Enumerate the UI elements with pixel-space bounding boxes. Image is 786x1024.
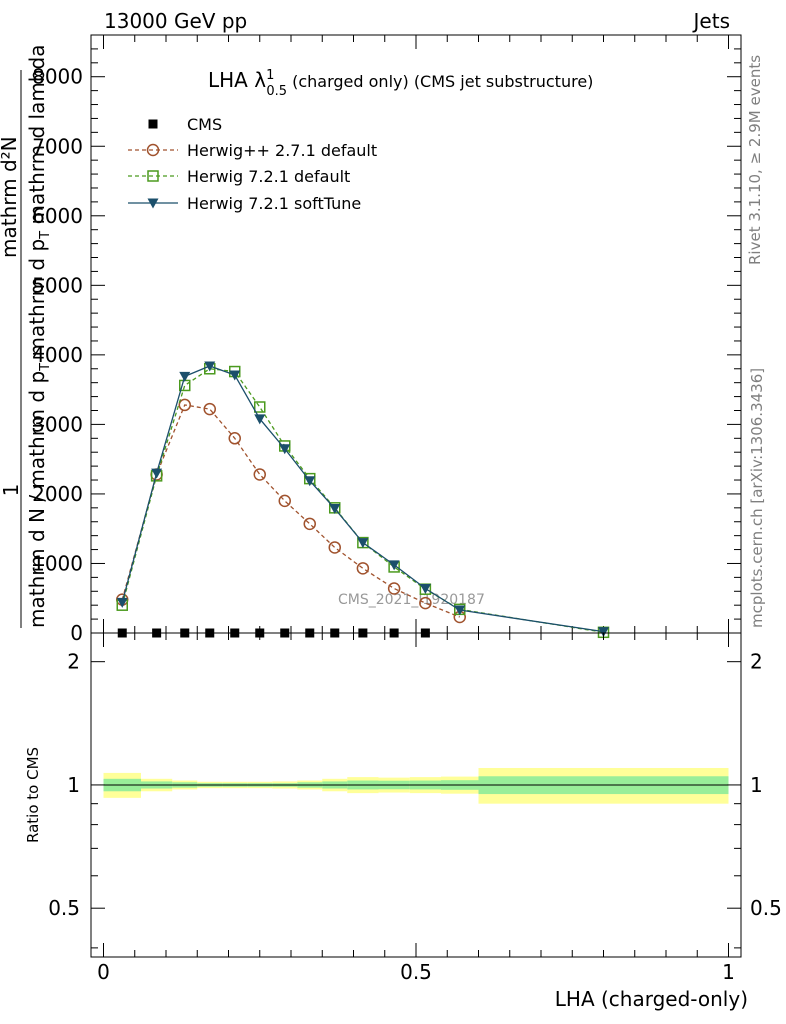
y-label-part: mathrm d N / mathrm d p xyxy=(25,371,49,628)
main-ytick-label: 1000 xyxy=(32,551,83,575)
main-ytick-label: 7000 xyxy=(32,134,83,158)
side-note-mcplots: mcplots.cern.ch [arXiv:1306.3436] xyxy=(748,368,766,628)
data-point xyxy=(229,370,241,381)
main-ytick-label: 0 xyxy=(70,621,83,645)
y-label-part: mathrm d p xyxy=(25,239,49,363)
data-point xyxy=(253,468,266,481)
x-axis-label: LHA (charged-only) xyxy=(555,987,748,1011)
y-label-part: mathrm d lambda xyxy=(25,45,49,231)
y-label-part: T xyxy=(38,231,53,240)
data-point xyxy=(329,504,341,515)
data-point xyxy=(598,627,609,638)
title-suffix: (charged only) (CMS jet substructure) xyxy=(287,72,593,91)
legend-label: Herwig++ 2.7.1 default xyxy=(187,141,377,160)
data-point xyxy=(151,468,163,479)
data-point xyxy=(356,562,370,575)
ratio-ytick-label-right: 2 xyxy=(750,650,763,674)
main-ytick-label: 8000 xyxy=(32,65,83,89)
chart-title: LHA λ1 0.5 (charged only) (CMS jet substr… xyxy=(208,68,593,99)
y-label-part: LHA λ xyxy=(208,68,266,92)
series-line xyxy=(121,404,460,618)
ratio-xtick-label: 0 xyxy=(97,960,110,984)
y-label-denominator: mathrm d N / mathrm d pT mathrm d pT mat… xyxy=(25,45,53,628)
data-point xyxy=(278,494,291,508)
side-note-rivet: Rivet 3.1.10, ≥ 2.9M events xyxy=(746,55,764,265)
data-point xyxy=(178,398,191,412)
data-point xyxy=(388,560,400,571)
series-triangle xyxy=(116,361,609,638)
y-label-top: mathrm d²N xyxy=(0,136,21,258)
series-line xyxy=(121,365,604,633)
series-circle xyxy=(116,398,466,624)
data-point xyxy=(419,596,432,610)
legend-marker xyxy=(147,170,159,182)
main-ytick-label: 3000 xyxy=(32,412,83,436)
y-label-part: 1 xyxy=(266,68,274,83)
data-point xyxy=(454,605,466,616)
data-point xyxy=(387,582,401,595)
series-square xyxy=(116,363,610,639)
legend-label: Herwig 7.2.1 softTune xyxy=(187,194,361,213)
data-point xyxy=(328,541,341,554)
watermark: CMS_2021_I1920187 xyxy=(338,592,485,608)
header-right: Jets xyxy=(692,9,730,33)
ratio-xtick-label: 1 xyxy=(722,960,735,984)
title-sub: 0.5 xyxy=(266,84,287,99)
main-ytick-label: 5000 xyxy=(32,273,83,297)
ratio-ytick-label: 2 xyxy=(67,650,80,674)
ratio-ytick-label: 1 xyxy=(67,773,80,797)
legend-marker xyxy=(147,198,159,209)
y-label-part: T xyxy=(38,363,53,372)
legend-marker xyxy=(148,119,158,129)
data-point xyxy=(419,583,431,594)
main-ytick-label: 6000 xyxy=(32,204,83,228)
data-point xyxy=(254,401,266,413)
data-point xyxy=(228,432,241,445)
data-point xyxy=(279,444,291,455)
ratio-ytick-label-right: 1 xyxy=(750,773,763,797)
data-point xyxy=(203,402,216,416)
main-plot: 0100020003000400050006000700080001mathrm… xyxy=(0,34,742,645)
data-point xyxy=(179,371,191,382)
ratio-ytick-label-right: 0.5 xyxy=(750,896,782,920)
ratio-y-axis-label: Ratio to CMS xyxy=(24,747,42,843)
legend: CMS Herwig++ 2.7.1 default Herwig 7.2.1 de… xyxy=(128,115,377,213)
data-point xyxy=(254,414,266,425)
data-point xyxy=(204,361,216,372)
data-point xyxy=(357,538,369,549)
legend-marker xyxy=(146,143,160,157)
legend-label: Herwig 7.2.1 default xyxy=(187,167,350,186)
data-point xyxy=(304,476,316,487)
ratio-plot: 0 0.5 1 LHA (charged-only) 0.5 0.5 1 1 2 2 Ratio t… xyxy=(24,632,782,1011)
main-ytick-label: 4000 xyxy=(32,343,83,367)
legend-label: CMS xyxy=(187,115,222,134)
y-label-numerator: 1 xyxy=(0,484,23,497)
data-point xyxy=(116,597,128,608)
header-left: 13000 GeV pp xyxy=(104,9,247,33)
main-ytick-label: 2000 xyxy=(32,482,83,506)
data-point xyxy=(303,517,316,531)
ratio-ytick-label: 0.5 xyxy=(48,896,80,920)
ratio-xtick-label: 0.5 xyxy=(400,960,432,984)
